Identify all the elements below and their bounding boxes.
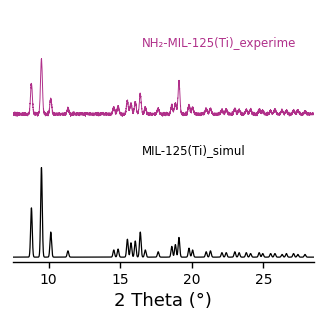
X-axis label: 2 Theta (°): 2 Theta (°) xyxy=(114,292,212,310)
Text: NH₂-MIL-125(Ti)_experime: NH₂-MIL-125(Ti)_experime xyxy=(142,36,296,50)
Text: MIL-125(Ti)_simul: MIL-125(Ti)_simul xyxy=(142,144,245,157)
